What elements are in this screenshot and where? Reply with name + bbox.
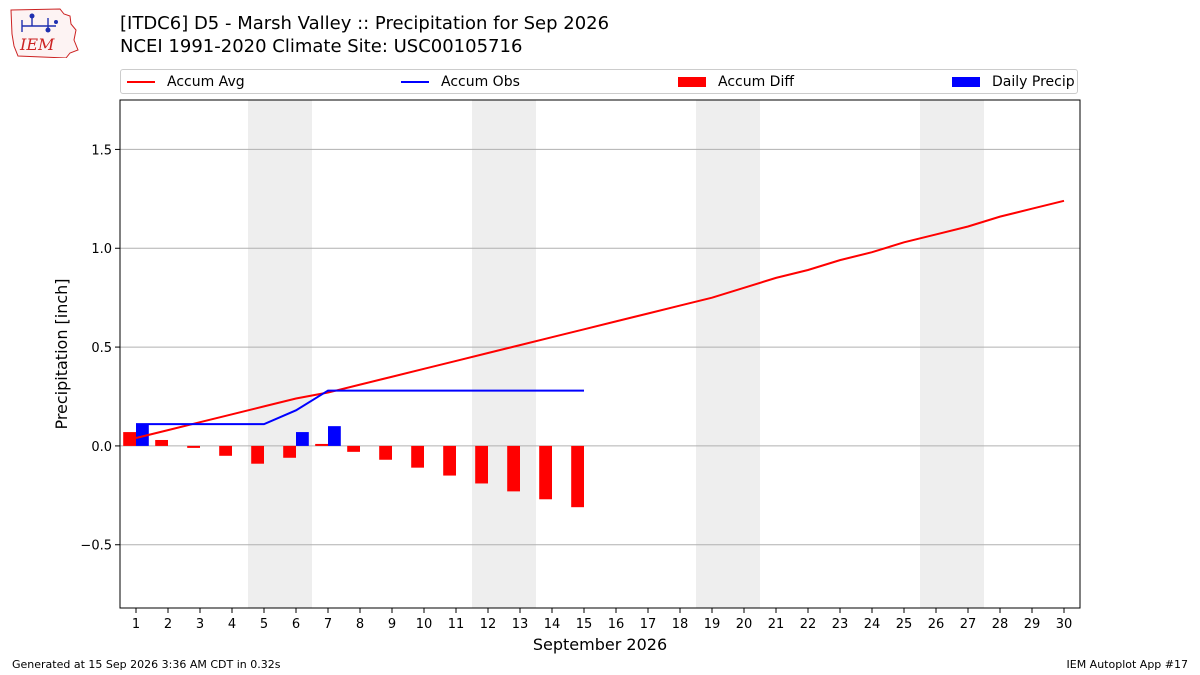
legend-swatch-accum-avg bbox=[127, 81, 155, 83]
x-tick-label: 10 bbox=[416, 617, 433, 632]
legend-item-accum-diff: Accum Diff bbox=[678, 73, 794, 91]
weekend-band-3 bbox=[696, 100, 760, 608]
legend-label-accum-avg: Accum Avg bbox=[167, 74, 245, 90]
x-tick-label: 21 bbox=[768, 617, 785, 632]
accum-diff-bar bbox=[283, 445, 296, 458]
x-tick-label: 12 bbox=[480, 617, 497, 632]
accum-avg-line bbox=[135, 199, 1065, 439]
x-tick-label: 6 bbox=[292, 617, 300, 632]
accum-diff-bar bbox=[219, 445, 232, 456]
y-tick-label: 0.0 bbox=[91, 440, 112, 455]
x-tick-label: 4 bbox=[228, 617, 236, 632]
iem-logo: IEM bbox=[10, 8, 79, 58]
y-tick-label: 0.5 bbox=[91, 341, 112, 356]
x-tick-label: 16 bbox=[608, 617, 625, 632]
chart-legend: Accum Avg Accum Obs Accum Diff Daily Pre… bbox=[120, 69, 1078, 94]
y-tick-label: −0.5 bbox=[80, 539, 112, 554]
accum-diff-bar bbox=[507, 445, 520, 492]
accum-diff-bar bbox=[347, 445, 360, 452]
x-tick-label: 18 bbox=[672, 617, 689, 632]
x-tick-label: 7 bbox=[324, 617, 332, 632]
x-tick-label: 1 bbox=[132, 617, 140, 632]
accum-diff-bar bbox=[155, 439, 168, 446]
x-tick-label: 28 bbox=[992, 617, 1009, 632]
x-tick-label: 19 bbox=[704, 617, 721, 632]
accum-diff-bar bbox=[251, 445, 264, 464]
logo-text: IEM bbox=[19, 35, 55, 54]
x-tick-label: 26 bbox=[928, 617, 945, 632]
legend-item-accum-obs: Accum Obs bbox=[401, 73, 520, 91]
title-line-1: [ITDC6] D5 - Marsh Valley :: Precipitati… bbox=[120, 13, 610, 34]
y-axis-label: Precipitation [inch] bbox=[52, 278, 71, 429]
legend-label-daily-precip: Daily Precip bbox=[992, 74, 1075, 90]
daily-precip-bar bbox=[296, 432, 309, 446]
weekend-band-4 bbox=[920, 100, 984, 608]
x-tick-label: 11 bbox=[448, 617, 465, 632]
x-axis-label: September 2026 bbox=[533, 635, 667, 654]
weekend-band-1 bbox=[248, 100, 312, 608]
x-tick-label: 2 bbox=[164, 617, 172, 632]
accum-diff-bar bbox=[315, 443, 328, 446]
title-line-2: NCEI 1991-2020 Climate Site: USC00105716 bbox=[120, 36, 523, 57]
x-tick-label: 30 bbox=[1056, 617, 1073, 632]
accum-diff-bar bbox=[123, 432, 136, 446]
accum-obs-line bbox=[136, 389, 584, 426]
x-tick-label: 15 bbox=[576, 617, 593, 632]
legend-item-accum-avg: Accum Avg bbox=[127, 73, 245, 91]
accum-diff-bar bbox=[571, 445, 584, 508]
x-tick-label: 9 bbox=[388, 617, 396, 632]
x-tick-label: 3 bbox=[196, 617, 204, 632]
x-tick-label: 22 bbox=[800, 617, 817, 632]
x-tick-label: 27 bbox=[960, 617, 977, 632]
accum-diff-bar bbox=[475, 445, 488, 484]
x-tick-label: 20 bbox=[736, 617, 753, 632]
legend-item-daily-precip: Daily Precip bbox=[952, 73, 1075, 91]
legend-swatch-accum-obs bbox=[401, 81, 429, 83]
legend-label-accum-obs: Accum Obs bbox=[441, 74, 520, 90]
accum-diff-bar bbox=[443, 445, 456, 476]
chart-title: [ITDC6] D5 - Marsh Valley :: Precipitati… bbox=[120, 12, 609, 58]
x-tick-label: 24 bbox=[864, 617, 881, 632]
x-tick-label: 8 bbox=[356, 617, 364, 632]
daily-precip-bar bbox=[136, 424, 149, 446]
x-tick-label: 17 bbox=[640, 617, 657, 632]
daily-precip-bar bbox=[328, 426, 341, 446]
accum-diff-bar bbox=[187, 445, 200, 448]
x-tick-label: 5 bbox=[260, 617, 268, 632]
accum-diff-bar bbox=[539, 445, 552, 500]
plot-frame bbox=[119, 99, 1081, 609]
x-tick-label: 13 bbox=[512, 617, 529, 632]
app-identifier: IEM Autoplot App #17 bbox=[1066, 658, 1189, 671]
y-tick-label: 1.0 bbox=[91, 242, 112, 257]
x-tick-label: 29 bbox=[1024, 617, 1041, 632]
x-tick-label: 23 bbox=[832, 617, 849, 632]
x-tick-label: 14 bbox=[544, 617, 561, 632]
accum-diff-bar bbox=[379, 445, 392, 460]
legend-label-accum-diff: Accum Diff bbox=[718, 74, 795, 90]
accum-diff-bar bbox=[411, 445, 424, 468]
x-tick-label: 25 bbox=[896, 617, 913, 632]
y-tick-label: 1.5 bbox=[91, 143, 112, 158]
generated-timestamp: Generated at 15 Sep 2026 3:36 AM CDT in … bbox=[12, 658, 281, 671]
legend-swatch-accum-diff bbox=[678, 77, 706, 87]
legend-swatch-daily-precip bbox=[952, 77, 980, 87]
